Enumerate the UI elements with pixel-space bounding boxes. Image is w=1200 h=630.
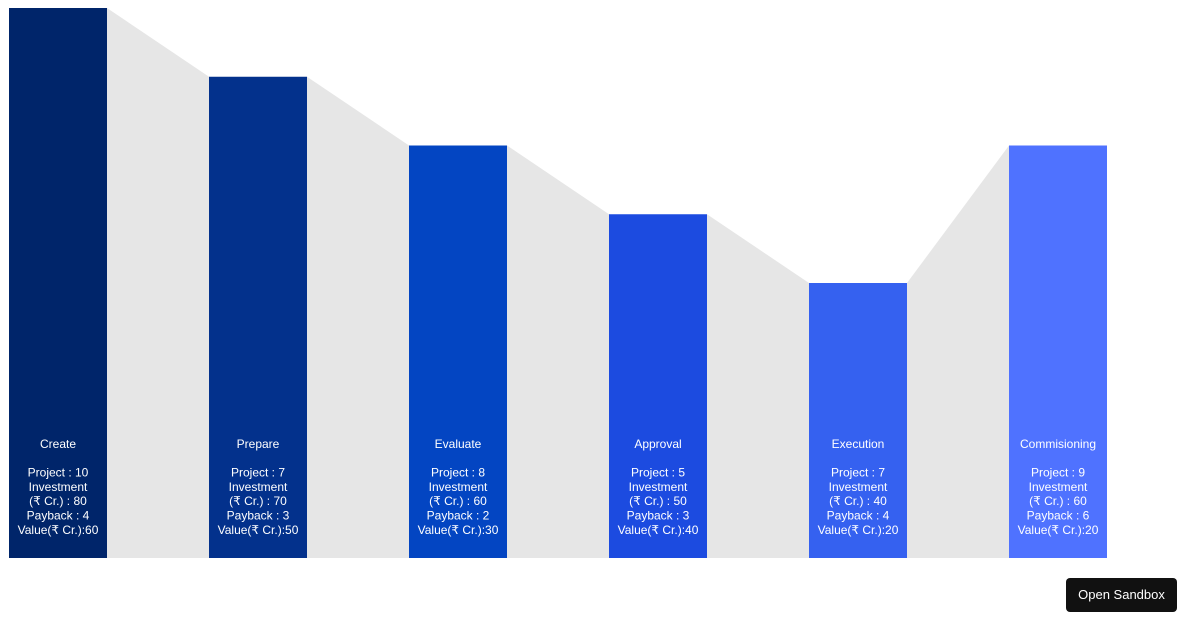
funnel-bar-commisioning[interactable] [1009, 145, 1107, 559]
bar-data-label: Project : 5 [631, 466, 685, 480]
bar-data-label: Value(₹ Cr.):60 [18, 523, 99, 537]
bar-category-label: Approval [634, 437, 681, 451]
bar-data-label: Value(₹ Cr.):20 [818, 523, 899, 537]
bar-data-label: Value(₹ Cr.):40 [618, 523, 699, 537]
bar-data-label: Value(₹ Cr.):50 [218, 523, 299, 537]
funnel-bar-approval[interactable] [609, 214, 707, 558]
bar-data-label: (₹ Cr.) : 50 [629, 494, 687, 508]
bar-data-label: Investment [29, 480, 88, 494]
bar-category-label: Execution [832, 437, 885, 451]
bar-data-label: Investment [829, 480, 888, 494]
bar-category-label: Create [40, 437, 76, 451]
bar-data-label: Payback : 3 [627, 509, 690, 523]
bar-data-label: Payback : 2 [427, 509, 490, 523]
bar-data-label: Investment [229, 480, 288, 494]
bar-data-label: (₹ Cr.) : 60 [429, 494, 487, 508]
funnel-connector [107, 8, 209, 558]
bar-data-label: (₹ Cr.) : 40 [829, 494, 887, 508]
bar-data-label: Payback : 4 [27, 509, 90, 523]
bar-data-label: Investment [629, 480, 688, 494]
bar-data-label: Value(₹ Cr.):20 [1018, 523, 1099, 537]
bar-data-label: Project : 10 [28, 466, 89, 480]
bar-category-label: Prepare [237, 437, 280, 451]
bar-data-label: (₹ Cr.) : 80 [29, 494, 87, 508]
bar-data-label: (₹ Cr.) : 60 [1029, 494, 1087, 508]
open-sandbox-button[interactable]: Open Sandbox [1066, 578, 1177, 612]
funnel-bar-evaluate[interactable] [409, 145, 507, 559]
funnel-bar-create[interactable] [9, 8, 107, 558]
bar-data-label: Project : 7 [831, 466, 885, 480]
bar-data-label: Payback : 4 [827, 509, 890, 523]
bar-data-label: Project : 8 [431, 466, 485, 480]
bar-data-label: Value(₹ Cr.):30 [418, 523, 499, 537]
funnel-bar-execution[interactable] [809, 283, 907, 558]
bar-data-label: (₹ Cr.) : 70 [229, 494, 287, 508]
funnel-connector [707, 214, 809, 558]
bar-data-label: Investment [1029, 480, 1088, 494]
bar-category-label: Commisioning [1020, 437, 1096, 451]
funnel-connector [507, 145, 609, 558]
funnel-connector [307, 76, 409, 558]
bar-category-label: Evaluate [435, 437, 482, 451]
bar-data-label: Payback : 3 [227, 509, 290, 523]
bar-data-label: Payback : 6 [1027, 509, 1090, 523]
bar-data-label: Project : 9 [1031, 466, 1085, 480]
funnel-connector [907, 145, 1009, 558]
funnel-bar-prepare[interactable] [209, 76, 307, 558]
bar-data-label: Project : 7 [231, 466, 285, 480]
bar-data-label: Investment [429, 480, 488, 494]
